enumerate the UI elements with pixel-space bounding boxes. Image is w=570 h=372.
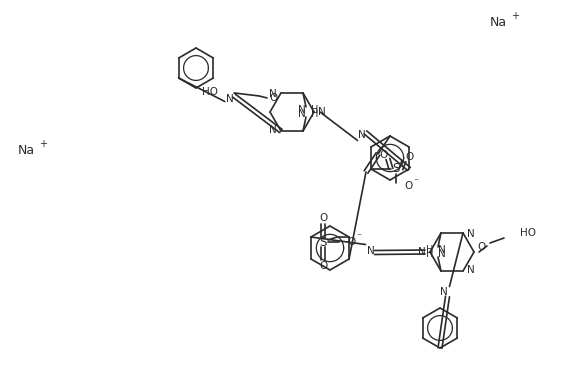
Text: N: N <box>439 288 447 298</box>
Text: N: N <box>367 246 374 256</box>
Text: S: S <box>392 163 400 176</box>
Text: O: O <box>478 242 486 252</box>
Text: Na: Na <box>18 144 35 157</box>
Text: +: + <box>39 139 47 149</box>
Text: N: N <box>467 265 475 275</box>
Text: +: + <box>511 11 519 21</box>
Text: S: S <box>319 235 327 248</box>
Text: N: N <box>318 107 325 117</box>
Text: N: N <box>269 89 277 99</box>
Text: Na: Na <box>490 16 507 29</box>
Text: O: O <box>406 152 414 162</box>
Text: O: O <box>269 93 277 103</box>
Text: H: H <box>311 109 319 119</box>
Text: N: N <box>418 247 426 257</box>
Text: N: N <box>298 105 306 115</box>
Text: H: H <box>426 245 433 255</box>
Text: O: O <box>319 213 327 223</box>
Text: N: N <box>269 125 277 135</box>
Text: ⁻: ⁻ <box>356 232 361 242</box>
Text: H: H <box>311 105 319 115</box>
Text: O: O <box>404 181 412 191</box>
Text: N: N <box>298 109 306 119</box>
Text: ⁻: ⁻ <box>413 177 418 187</box>
Text: N: N <box>357 129 365 140</box>
Text: HO: HO <box>202 87 218 97</box>
Text: H: H <box>426 249 433 259</box>
Text: N: N <box>438 249 446 259</box>
Text: O: O <box>319 261 327 271</box>
Text: N: N <box>226 93 234 103</box>
Text: O: O <box>347 237 355 247</box>
Text: N: N <box>467 229 475 239</box>
Text: N: N <box>438 245 446 255</box>
Text: O: O <box>380 150 388 160</box>
Text: HO: HO <box>520 228 536 238</box>
